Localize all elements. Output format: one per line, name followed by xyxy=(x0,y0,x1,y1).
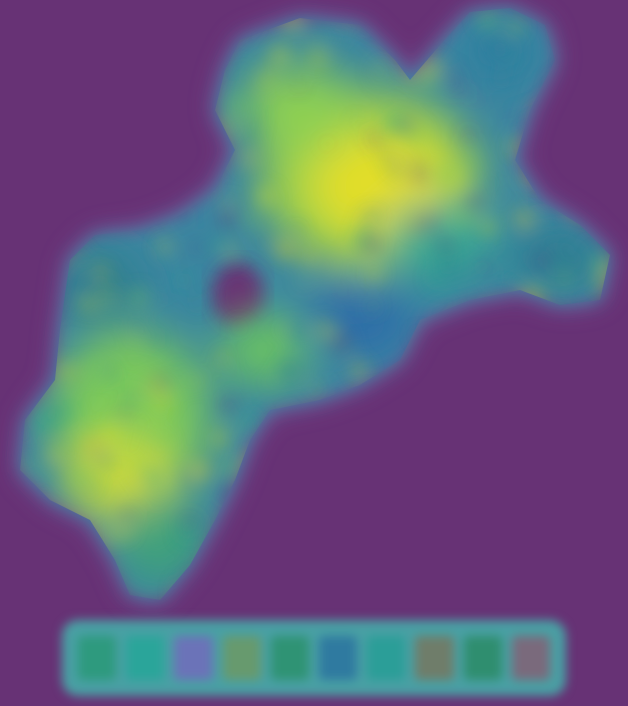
swatch-row xyxy=(78,636,551,680)
color-swatch xyxy=(511,636,551,680)
color-swatch xyxy=(174,636,213,680)
color-swatch xyxy=(78,636,117,680)
color-swatch xyxy=(270,636,310,680)
color-swatch xyxy=(319,636,358,680)
color-swatch xyxy=(463,636,502,680)
color-swatch xyxy=(367,636,406,680)
color-swatch xyxy=(415,636,454,680)
color-swatch-strip xyxy=(62,620,566,696)
color-swatch xyxy=(222,636,261,680)
color-swatch xyxy=(126,636,165,680)
lake-hole xyxy=(212,263,264,327)
